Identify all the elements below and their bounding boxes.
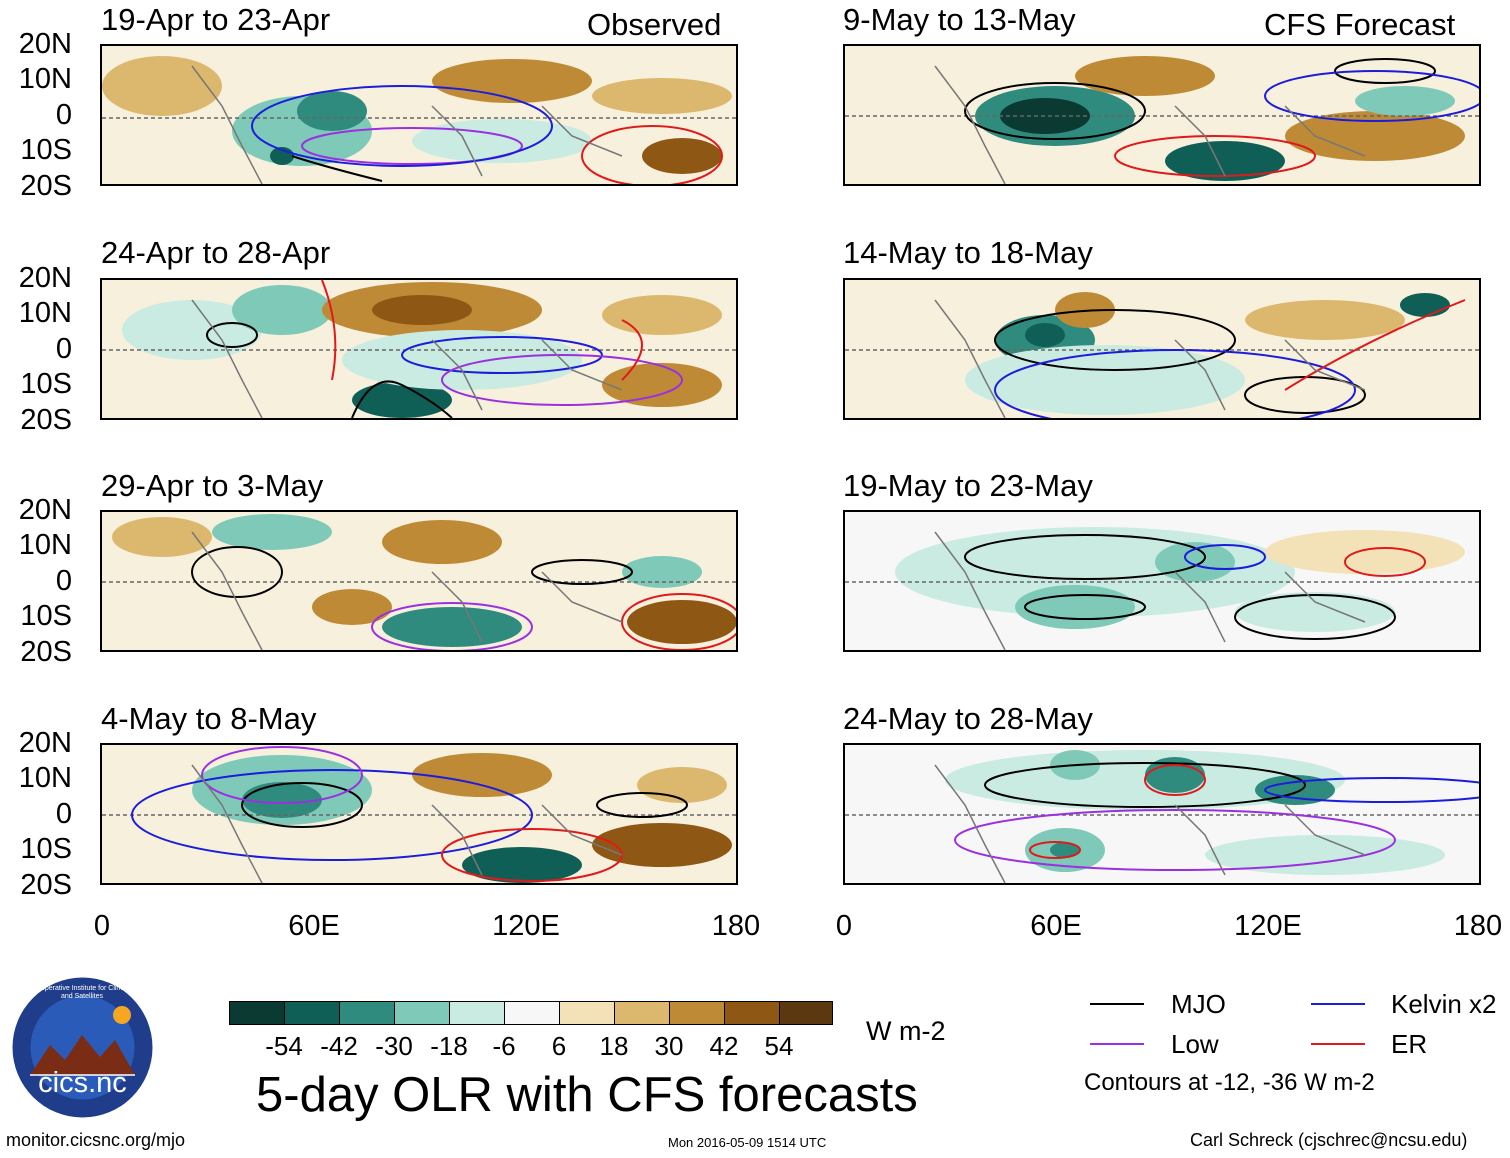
lat-label: 10S: [20, 368, 72, 400]
legend-label-kelvin: Kelvin x2: [1391, 989, 1497, 1019]
colorbar-swatch: [559, 1001, 615, 1025]
lon-label: 60E: [1030, 910, 1082, 942]
lat-label: 10N: [18, 762, 72, 794]
lon-label: 120E: [1234, 910, 1302, 942]
footer-url[interactable]: monitor.cicsnc.org/mjo: [6, 1130, 186, 1150]
lon-label: 180: [711, 910, 761, 942]
legend-label-mjo: MJO: [1171, 989, 1226, 1019]
colorbar-label: -54: [265, 1031, 303, 1061]
lat-label: 0: [55, 99, 72, 131]
legend-label-low: Low: [1171, 1029, 1219, 1059]
legend-line-kelvin: [1311, 1003, 1365, 1005]
panel-title-fcst-2: 14-May to 18-May: [843, 235, 1093, 270]
colorbar-swatch: [339, 1001, 395, 1025]
lon-label: 120E: [492, 910, 560, 942]
colorbar-swatch: [449, 1001, 505, 1025]
lat-label: 20S: [20, 170, 72, 202]
colorbar-swatch: [669, 1001, 725, 1025]
footer-author: Carl Schreck (cjschrec@ncsu.edu): [1190, 1130, 1468, 1150]
legend-line-mjo: [1090, 1003, 1144, 1005]
panel-title-fcst-4: 24-May to 28-May: [843, 701, 1093, 736]
panel-title-obs-4: 4-May to 8-May: [101, 701, 317, 736]
colorbar-swatch: [724, 1001, 780, 1025]
lat-label: 10S: [20, 134, 72, 166]
map-panel-obs-1: [100, 44, 738, 186]
panel-title-fcst-1: 9-May to 13-May: [843, 2, 1076, 37]
colorbar-swatch: [504, 1001, 560, 1025]
lat-label: 20N: [18, 28, 72, 60]
colorbar-label: -30: [375, 1031, 413, 1061]
lat-label: 20S: [20, 636, 72, 668]
colorbar-label: -42: [320, 1031, 358, 1061]
colorbar-label: 18: [599, 1031, 629, 1061]
colorbar-label: -6: [492, 1031, 516, 1061]
map-panel-obs-2: [100, 278, 738, 420]
map-panel-obs-4: [100, 743, 738, 885]
lon-label: 0: [835, 910, 853, 942]
logo-text: cics.nc: [38, 1067, 127, 1099]
lon-label: 0: [93, 910, 111, 942]
lat-label: 10N: [18, 297, 72, 329]
map-panel-fcst-2: [843, 278, 1481, 420]
lat-label: 20N: [18, 262, 72, 294]
colorbar-label: 30: [654, 1031, 684, 1061]
colorbar-swatch: [779, 1001, 833, 1025]
logo-ring-text: Cooperative Institute for Climate and Sa…: [32, 985, 132, 1000]
panel-title-obs-3: 29-Apr to 3-May: [101, 468, 324, 503]
map-panel-obs-3: [100, 510, 738, 652]
legend-line-er: [1311, 1043, 1365, 1045]
colorbar-swatch: [614, 1001, 670, 1025]
panel-title-obs-1: 19-Apr to 23-Apr: [101, 2, 331, 37]
lon-label: 180: [1453, 910, 1503, 942]
colorbar-swatch: [284, 1001, 340, 1025]
map-panel-fcst-1: [843, 44, 1481, 186]
legend-line-low: [1090, 1043, 1144, 1045]
footer-timestamp: Mon 2016-05-09 1514 UTC: [668, 1135, 827, 1150]
colorbar-label: -18: [430, 1031, 468, 1061]
lat-label: 20N: [18, 494, 72, 526]
cfs-forecast-label: CFS Forecast: [1264, 7, 1456, 42]
lat-label: 0: [55, 565, 72, 597]
map-panel-fcst-3: [843, 510, 1481, 652]
colorbar-swatch: [394, 1001, 450, 1025]
lat-label: 10N: [18, 529, 72, 561]
panel-title-obs-2: 24-Apr to 28-Apr: [101, 235, 331, 270]
lat-label: 20S: [20, 404, 72, 436]
lat-label: 10S: [20, 600, 72, 632]
legend-note: Contours at -12, -36 W m-2: [1084, 1069, 1375, 1096]
map-panel-fcst-4: [843, 743, 1481, 885]
colorbar-units: W m-2: [866, 1016, 946, 1046]
lat-label: 0: [55, 798, 72, 830]
observed-label: Observed: [587, 7, 722, 42]
lat-label: 10N: [18, 63, 72, 95]
colorbar-label: 42: [709, 1031, 739, 1061]
cicsnc-logo: cics.nc Cooperative Institute for Climat…: [10, 975, 155, 1120]
lat-label: 20N: [18, 727, 72, 759]
colorbar-label: 54: [764, 1031, 794, 1061]
colorbar-swatch: [229, 1001, 285, 1025]
legend-label-er: ER: [1391, 1029, 1428, 1059]
lat-label: 0: [55, 333, 72, 365]
lat-label: 20S: [20, 869, 72, 901]
lat-label: 10S: [20, 833, 72, 865]
figure-title: 5-day OLR with CFS forecasts: [256, 1068, 918, 1122]
lon-label: 60E: [288, 910, 340, 942]
colorbar-label: 6: [551, 1031, 567, 1061]
panel-title-fcst-3: 19-May to 23-May: [843, 468, 1093, 503]
